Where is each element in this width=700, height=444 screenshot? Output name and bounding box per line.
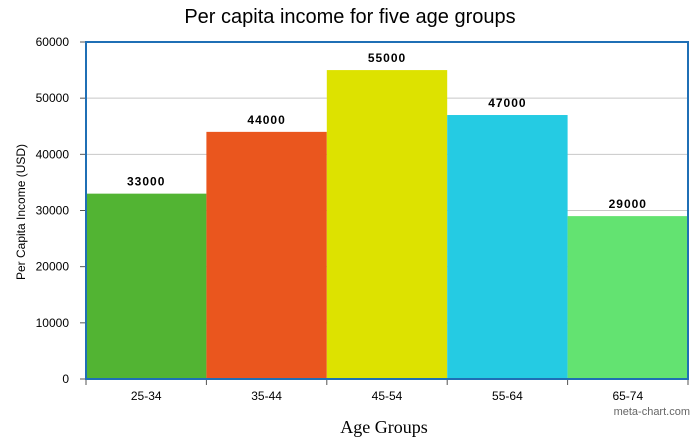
data-labels: 33000 44000 55000 47000 29000 <box>127 51 647 211</box>
watermark: meta-chart.com <box>614 406 690 418</box>
y-tick-label: 50000 <box>36 91 70 105</box>
y-tick-label: 0 <box>62 372 69 386</box>
bar-55-64 <box>447 115 568 380</box>
data-label: 29000 <box>609 197 647 211</box>
x-tick-label: 35-44 <box>251 389 282 403</box>
x-tick-label: 45-54 <box>372 389 403 403</box>
bar-65-74 <box>567 216 688 379</box>
plot-frame <box>85 41 689 380</box>
bars <box>86 70 688 380</box>
bar-45-54 <box>326 70 448 379</box>
data-label: 44000 <box>247 113 285 127</box>
y-tick-label: 20000 <box>36 260 70 274</box>
y-tick-label: 10000 <box>36 316 70 330</box>
y-tick-label: 60000 <box>36 35 70 49</box>
x-tick-labels: 25-34 35-44 45-54 55-64 65-74 <box>85 379 689 403</box>
y-axis-label: Per Capita Income (USD) <box>14 144 28 280</box>
bar-25-34 <box>86 193 207 379</box>
x-tick-label: 65-74 <box>612 389 643 403</box>
chart-title: Per capita income for five age groups <box>184 6 516 28</box>
bar-35-44 <box>206 131 327 379</box>
data-label: 55000 <box>368 51 406 65</box>
y-tick-labels: 0 10000 20000 30000 40000 50000 60000 <box>36 35 86 386</box>
y-tick-label: 30000 <box>36 204 70 218</box>
data-label: 33000 <box>127 175 165 189</box>
x-axis-label: Age Groups <box>340 417 428 437</box>
x-tick-label: 25-34 <box>131 389 162 403</box>
y-tick-label: 40000 <box>36 147 70 161</box>
data-label: 47000 <box>488 96 526 110</box>
x-tick-label: 55-64 <box>492 389 523 403</box>
